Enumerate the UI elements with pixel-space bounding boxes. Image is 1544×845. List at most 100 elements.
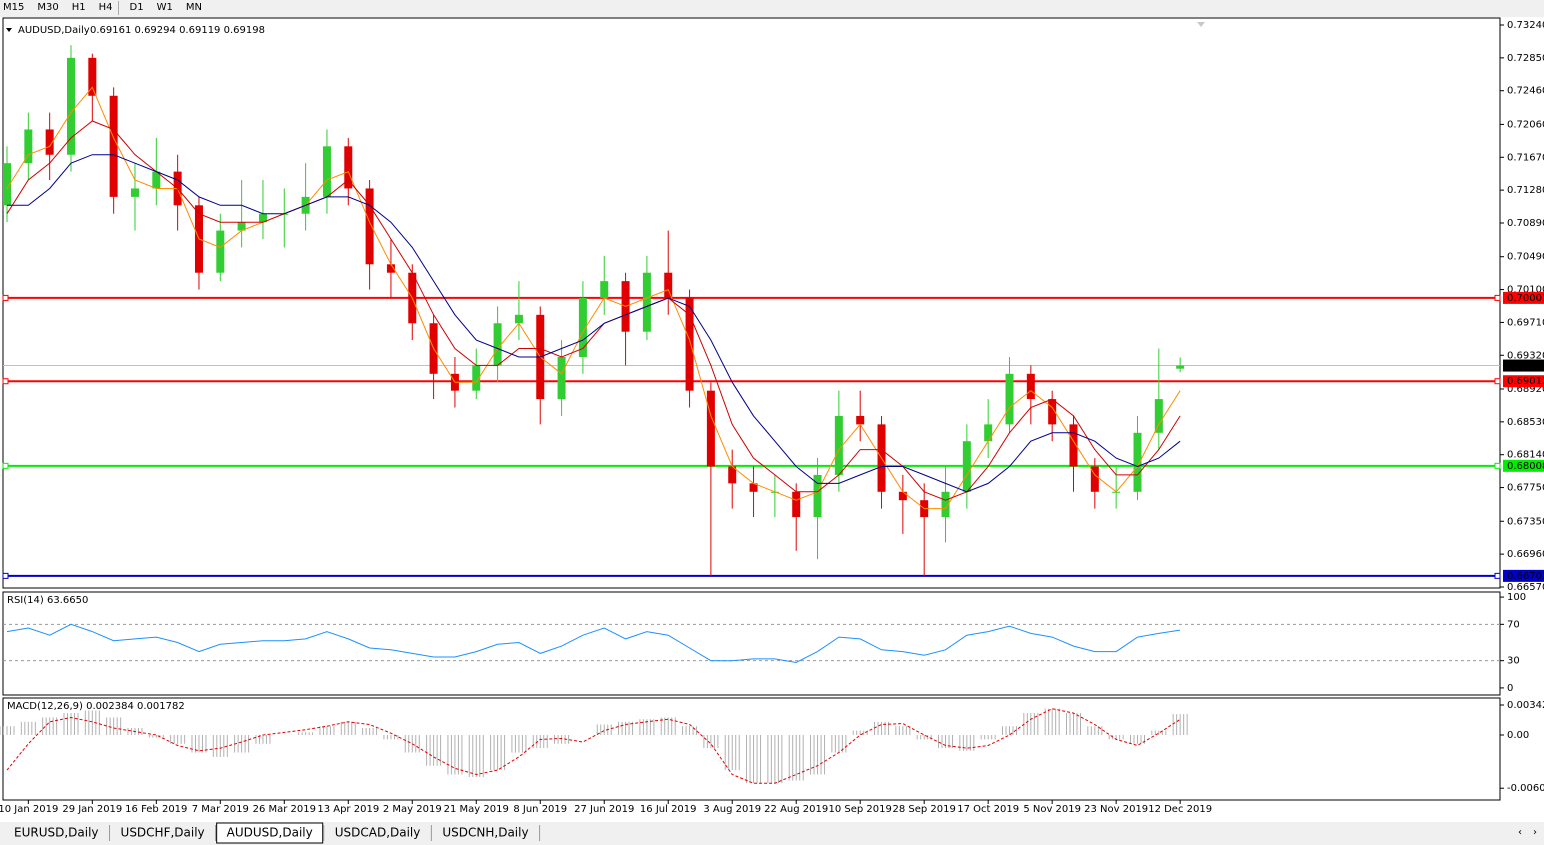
x-tick-label: 16 Feb 2019 — [125, 804, 187, 815]
x-tick-label: 26 Mar 2019 — [253, 804, 316, 815]
candle-body — [493, 323, 502, 366]
level-handle[interactable] — [1494, 378, 1501, 385]
chart-ohlc: 0.69161 0.69294 0.69119 0.69198 — [90, 25, 265, 36]
x-tick-label: 23 Nov 2019 — [1084, 804, 1148, 815]
tab-label[interactable]: USDCAD,Daily — [335, 826, 421, 840]
tab-label[interactable]: USDCNH,Daily — [442, 826, 528, 840]
timeframe-button[interactable]: D1 — [130, 2, 144, 13]
toolbar — [0, 0, 1544, 17]
candle-body — [1048, 399, 1057, 425]
rsi-line — [6, 623, 1181, 664]
rsi-frame — [2, 591, 1501, 696]
tab[interactable] — [432, 823, 539, 843]
candle-body — [728, 466, 737, 484]
candle-body — [1090, 466, 1099, 492]
candle-body — [66, 57, 75, 155]
x-tick-label: 21 May 2019 — [444, 804, 509, 815]
x-tick-label: 27 Jun 2019 — [574, 804, 634, 815]
y-tick-label: 0.003421 — [1507, 700, 1544, 711]
candle-body — [856, 415, 865, 425]
x-tick-label: 28 Sep 2019 — [892, 804, 955, 815]
macd-frame — [2, 697, 1501, 801]
candle-body — [152, 171, 161, 189]
candle-body — [941, 491, 950, 518]
candle-body — [237, 222, 246, 231]
timeframe-button[interactable]: M15 — [3, 2, 24, 13]
candle-body — [1133, 432, 1142, 492]
candle-body — [386, 264, 395, 273]
tab-label[interactable]: USDCHF,Daily — [121, 826, 205, 840]
level-handle[interactable] — [2, 378, 9, 385]
panel-title: RSI(14) 63.6650 — [7, 595, 88, 606]
level-handle[interactable] — [2, 572, 9, 579]
x-tick-label: 10 Sep 2019 — [829, 804, 892, 815]
collapse-arrow — [6, 28, 12, 32]
moving-average — [6, 120, 1181, 501]
candle-body — [365, 188, 374, 265]
candle-body — [1026, 373, 1035, 400]
scroll-right[interactable]: › — [1533, 827, 1537, 838]
tab-label[interactable]: EURUSD,Daily — [14, 826, 99, 840]
candle-body — [834, 415, 843, 475]
level-handle[interactable] — [1494, 572, 1501, 579]
y-tick-label: 0.66570 — [1507, 582, 1544, 593]
tab[interactable] — [4, 823, 109, 843]
level-handle[interactable] — [2, 294, 9, 301]
x-tick-label: 16 Jul 2019 — [640, 804, 697, 815]
tab-label[interactable]: AUDUSD,Daily — [227, 826, 313, 840]
scroll-left[interactable]: ‹ — [1518, 827, 1522, 838]
timeframe-button[interactable]: MN — [186, 2, 202, 13]
shift-marker — [1197, 22, 1205, 27]
x-tick-label: 13 Apr 2019 — [317, 804, 379, 815]
candle-body — [514, 314, 523, 324]
panel-title: MACD(12,26,9) 0.002384 0.001782 — [7, 701, 185, 712]
level-label: 0.69012 — [1507, 376, 1544, 387]
x-tick-label: 3 Aug 2019 — [703, 804, 761, 815]
timeframe-button[interactable]: H4 — [99, 2, 113, 13]
candle-body — [344, 146, 353, 189]
y-tick-label: 0.00 — [1507, 730, 1529, 741]
tab[interactable] — [216, 822, 324, 844]
x-tick-label: 2 May 2019 — [383, 804, 442, 815]
candle-body — [258, 213, 267, 223]
candle-body — [749, 483, 758, 492]
candle-body — [3, 163, 11, 206]
tab[interactable] — [110, 823, 215, 843]
candle-body — [45, 129, 54, 155]
candle-body — [706, 390, 715, 467]
level-handle[interactable] — [1494, 462, 1501, 469]
timeframe-button[interactable]: M30 — [37, 2, 58, 13]
chart-window — [0, 18, 1544, 822]
level-box — [1503, 291, 1544, 304]
level-handle[interactable] — [2, 462, 9, 469]
candle-body — [898, 491, 907, 501]
level-label: 0.68008 — [1507, 461, 1544, 472]
x-tick-label: 17 Oct 2019 — [957, 804, 1019, 815]
x-tick-label: 22 Aug 2019 — [764, 804, 828, 815]
tab[interactable] — [324, 823, 431, 843]
current-price-label: 0.69198 — [1507, 361, 1544, 372]
timeframe-button[interactable]: H1 — [72, 2, 86, 13]
signal-line — [6, 708, 1181, 784]
x-tick-label: 29 Jan 2019 — [62, 804, 122, 815]
candle-body — [216, 230, 225, 273]
timeframe-button[interactable]: W1 — [157, 2, 173, 13]
level-handle[interactable] — [1494, 294, 1501, 301]
candle-body — [984, 424, 993, 442]
candle-body — [1176, 365, 1185, 369]
candle-body — [109, 95, 118, 197]
y-tick-label: 70 — [1507, 619, 1520, 630]
candle-body — [88, 57, 97, 96]
candle-body — [24, 129, 33, 164]
